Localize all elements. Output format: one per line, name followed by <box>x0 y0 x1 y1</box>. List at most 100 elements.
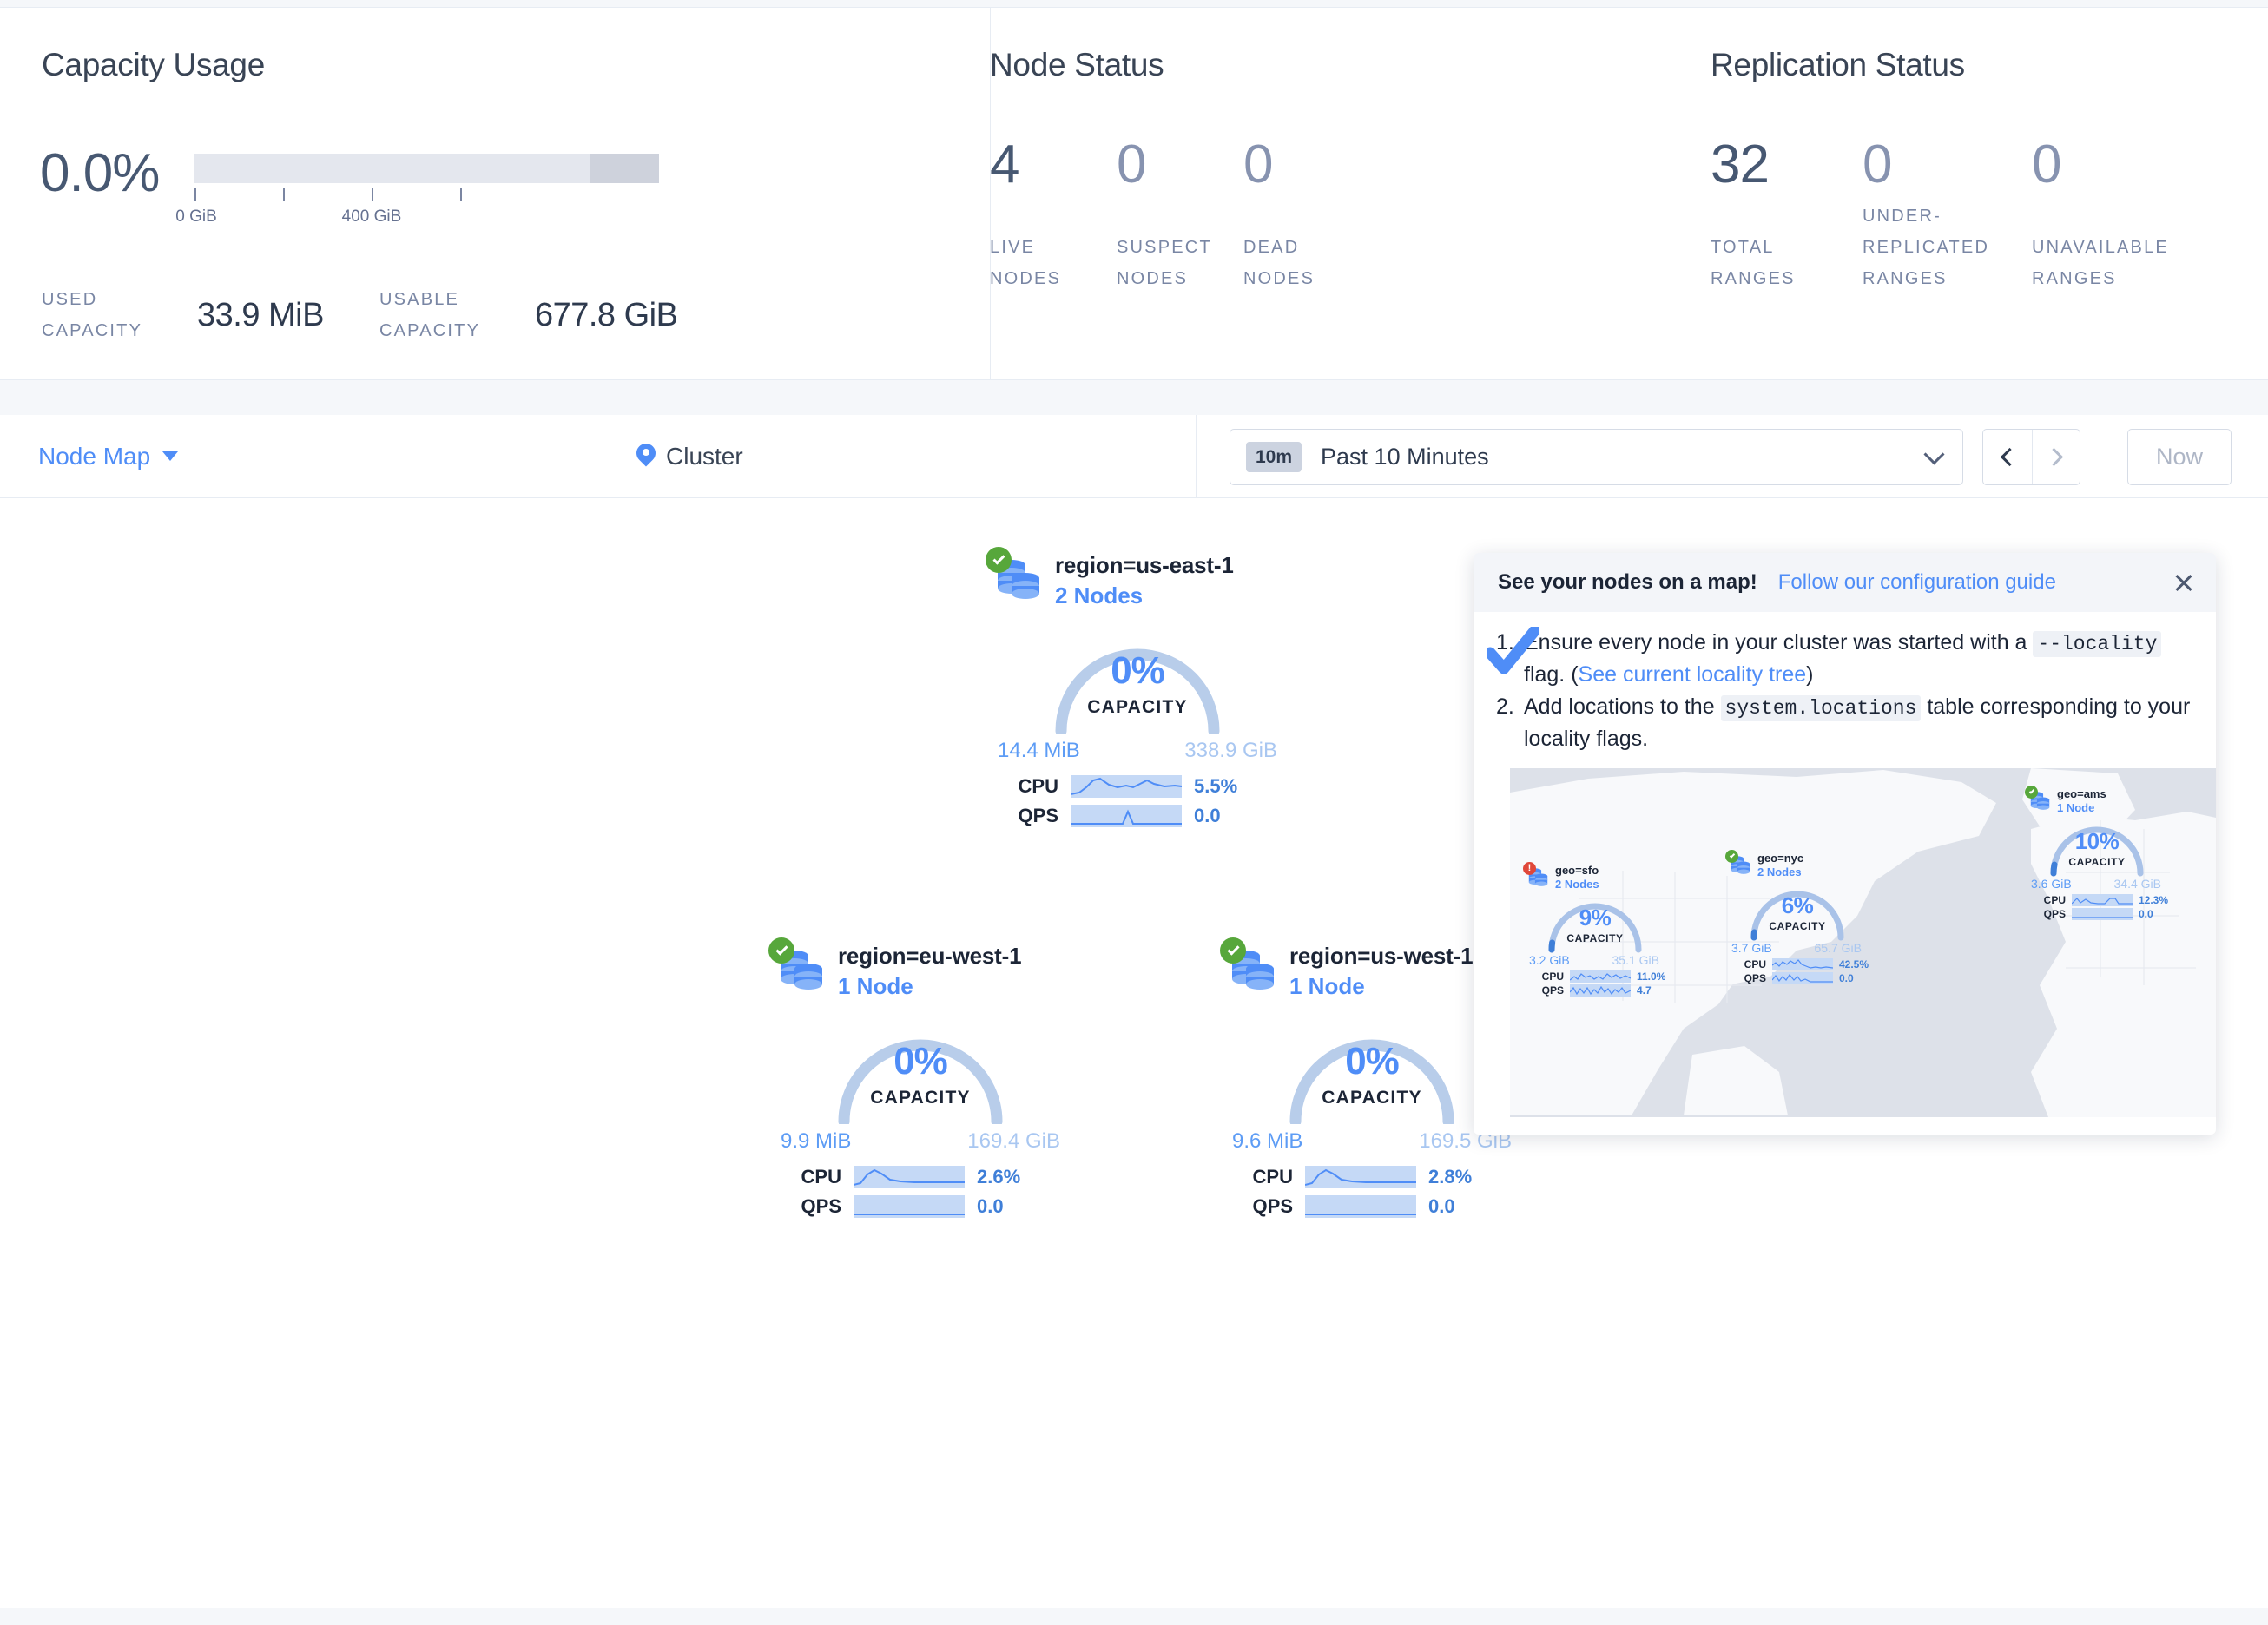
used-capacity-label-line2: CAPACITY <box>42 321 143 340</box>
step2-text-b: table corresponding to your locality fla… <box>1524 694 2191 751</box>
capacity-values: 9.6 MiB 169.5 GiB <box>1229 1129 1515 1154</box>
check-icon <box>992 552 1005 565</box>
preview-region-title-block: geo=nyc 2 Nodes <box>1757 852 1803 878</box>
preview-capacity-values: 3.7 GiB 65.7 GiB <box>1731 941 1862 955</box>
cpu-sparkline <box>1071 775 1182 798</box>
qps-metric-row: QPS 0.0 <box>1251 1195 1515 1218</box>
preview-capacity-percent: 6% <box>1781 892 1814 918</box>
cpu-sparkline <box>1305 1166 1416 1188</box>
region-node-count: 1 Node <box>1289 973 1365 999</box>
preview-region-geo-ams: geo=ams 1 Node 10% CAPACITY 3.6 GiB <box>2025 786 2168 922</box>
cpu-metric-value: 2.6% <box>977 1166 1021 1188</box>
preview-region-title-block: geo=sfo 2 Nodes <box>1555 864 1599 891</box>
database-icon-wrap <box>1725 850 1751 877</box>
step2-locations-code: system.locations <box>1720 695 1922 721</box>
under-replicated-ranges-value: 0 <box>1863 135 1892 194</box>
status-ok-badge <box>2025 786 2038 799</box>
capacity-tick <box>283 188 285 201</box>
qps-metric-label: QPS <box>1541 984 1564 997</box>
live-nodes-cell: 4 LIVE NODES <box>990 138 1117 289</box>
popup-config-guide-link[interactable]: Follow our configuration guide <box>1777 570 2056 594</box>
preview-capacity-percent: 9% <box>1579 905 1612 931</box>
capacity-axis-label-mid: 400 GiB <box>341 207 402 226</box>
capacity-gauge: 0% CAPACITY <box>1276 1016 1467 1124</box>
dead-nodes-cell: 0 DEAD NODES <box>1243 138 1382 289</box>
node-status-values: 4 LIVE NODES 0 SUSPECT NODES 0 <box>990 135 1382 289</box>
step1-locality-code: --locality <box>2033 631 2162 657</box>
cpu-metric-value: 42.5% <box>1839 958 1869 970</box>
database-stack-icon <box>998 560 1039 599</box>
chevron-down-icon <box>162 451 179 461</box>
capacity-total-value: 169.4 GiB <box>967 1129 1060 1153</box>
capacity-arc-icon <box>838 1039 1003 1124</box>
preview-capacity-gauge: 9% CAPACITY <box>1543 892 1647 953</box>
region-card-title-block: region=us-west-1 1 Node <box>1289 941 1474 1000</box>
preview-region-geo-nyc: geo=nyc 2 Nodes 6% CAPACITY 3.7 GiB <box>1725 850 1869 986</box>
database-icon-wrap <box>986 547 1041 602</box>
capacity-stats: USED CAPACITY 33.9 MiB USABLE CAPACITY 6… <box>42 284 678 346</box>
check-icon <box>1226 943 1240 956</box>
popup-title: See your nodes on a map! <box>1498 570 1757 594</box>
view-dropdown[interactable]: Node Map <box>38 443 179 470</box>
capacity-used-value: 9.9 MiB <box>781 1129 852 1153</box>
previous-time-button[interactable] <box>1983 430 2032 484</box>
database-stack-icon <box>1731 856 1750 874</box>
capacity-used-value: 9.6 MiB <box>1232 1129 1303 1153</box>
exclamation-icon: ! <box>1527 863 1532 873</box>
qps-metric-value: 4.7 <box>1637 984 1652 997</box>
cpu-metric-row: CPU 12.3% <box>2043 894 2168 906</box>
close-icon[interactable] <box>2171 569 2197 595</box>
used-capacity-stat: USED CAPACITY 33.9 MiB <box>42 284 324 346</box>
time-nav-group <box>1982 429 2080 485</box>
region-card-eu-west-1[interactable]: region=eu-west-1 1 Node 0% CAPACITY 9.9 … <box>768 938 1064 1225</box>
locality-tree-link[interactable]: See current locality tree <box>1578 662 1807 687</box>
check-icon <box>1729 852 1735 859</box>
capacity-arc-icon <box>1055 648 1220 734</box>
preview-capacity-used: 3.2 GiB <box>1529 953 1570 967</box>
popup-steps-list: Ensure every node in your cluster was st… <box>1493 628 2193 754</box>
capacity-gauge: 0% CAPACITY <box>1042 625 1233 734</box>
unavailable-ranges-cell: 0 UNAVAILABLE RANGES <box>2032 138 2205 289</box>
dead-nodes-label: DEAD NODES <box>1243 238 1315 288</box>
capacity-arc-icon <box>1548 903 1642 953</box>
suspect-nodes-value: 0 <box>1117 135 1146 194</box>
cpu-sparkline <box>2072 894 2133 906</box>
node-status-panel: Node Status 4 LIVE NODES 0 SUSPECT NODES <box>990 8 1711 379</box>
cpu-metric-label: CPU <box>2043 894 2066 906</box>
preview-region-title-block: geo=ams 1 Node <box>2057 787 2106 814</box>
time-range-select[interactable]: 10m Past 10 Minutes <box>1230 429 1963 485</box>
qps-metric-label: QPS <box>1018 805 1058 826</box>
capacity-gauge-label: CAPACITY <box>1322 1088 1422 1108</box>
qps-sparkline <box>1570 984 1631 997</box>
cpu-metric-row: CPU 42.5% <box>1744 958 1869 970</box>
region-card-header: region=us-east-1 2 Nodes <box>986 547 1281 609</box>
replication-status-values: 32 TOTAL RANGES 0 UNDER- REPLICATED RANG… <box>1711 135 2205 289</box>
capacity-values: 9.9 MiB 169.4 GiB <box>777 1129 1064 1154</box>
region-card-us-east-1[interactable]: region=us-east-1 2 Nodes 0% CAPACITY 14.… <box>986 547 1281 834</box>
region-card-us-west-1[interactable]: region=us-west-1 1 Node 0% CAPACITY 9.6 … <box>1220 938 1515 1225</box>
preview-region-geo-sfo: ! <box>1523 862 1665 998</box>
usable-capacity-value: 677.8 GiB <box>534 296 678 333</box>
qps-metric-row: QPS 0.0 <box>1744 972 1869 984</box>
region-node-count: 1 Node <box>838 973 913 999</box>
capacity-values: 14.4 MiB 338.9 GiB <box>994 739 1281 763</box>
chevron-down-icon <box>1923 444 1945 465</box>
now-button[interactable]: Now <box>2127 429 2232 485</box>
region-card-header: region=us-west-1 1 Node <box>1220 938 1515 1000</box>
capacity-bar-overflow-segment <box>590 154 659 183</box>
qps-metric-label: QPS <box>1252 1195 1293 1217</box>
cpu-metric-label: CPU <box>1252 1166 1293 1188</box>
node-map-preview-image: ! <box>1510 768 2216 1117</box>
preview-region-node-count: 2 Nodes <box>1757 865 1802 878</box>
breadcrumb-label: Cluster <box>666 442 743 470</box>
next-time-button[interactable] <box>2031 430 2080 484</box>
qps-metric-row: QPS 0.0 <box>2043 908 2168 920</box>
map-toolbar: Node Map Cluster 10m Past 10 Minutes Now <box>0 415 2268 498</box>
cpu-metric-value: 12.3% <box>2139 894 2169 906</box>
preview-capacity-total: 34.4 GiB <box>2113 877 2161 891</box>
breadcrumb[interactable]: Cluster <box>636 443 743 470</box>
capacity-bar <box>194 154 659 183</box>
capacity-gauge-label: CAPACITY <box>1087 697 1188 717</box>
time-range-badge: 10m <box>1246 442 1302 472</box>
total-ranges-label: TOTAL RANGES <box>1711 238 1796 288</box>
